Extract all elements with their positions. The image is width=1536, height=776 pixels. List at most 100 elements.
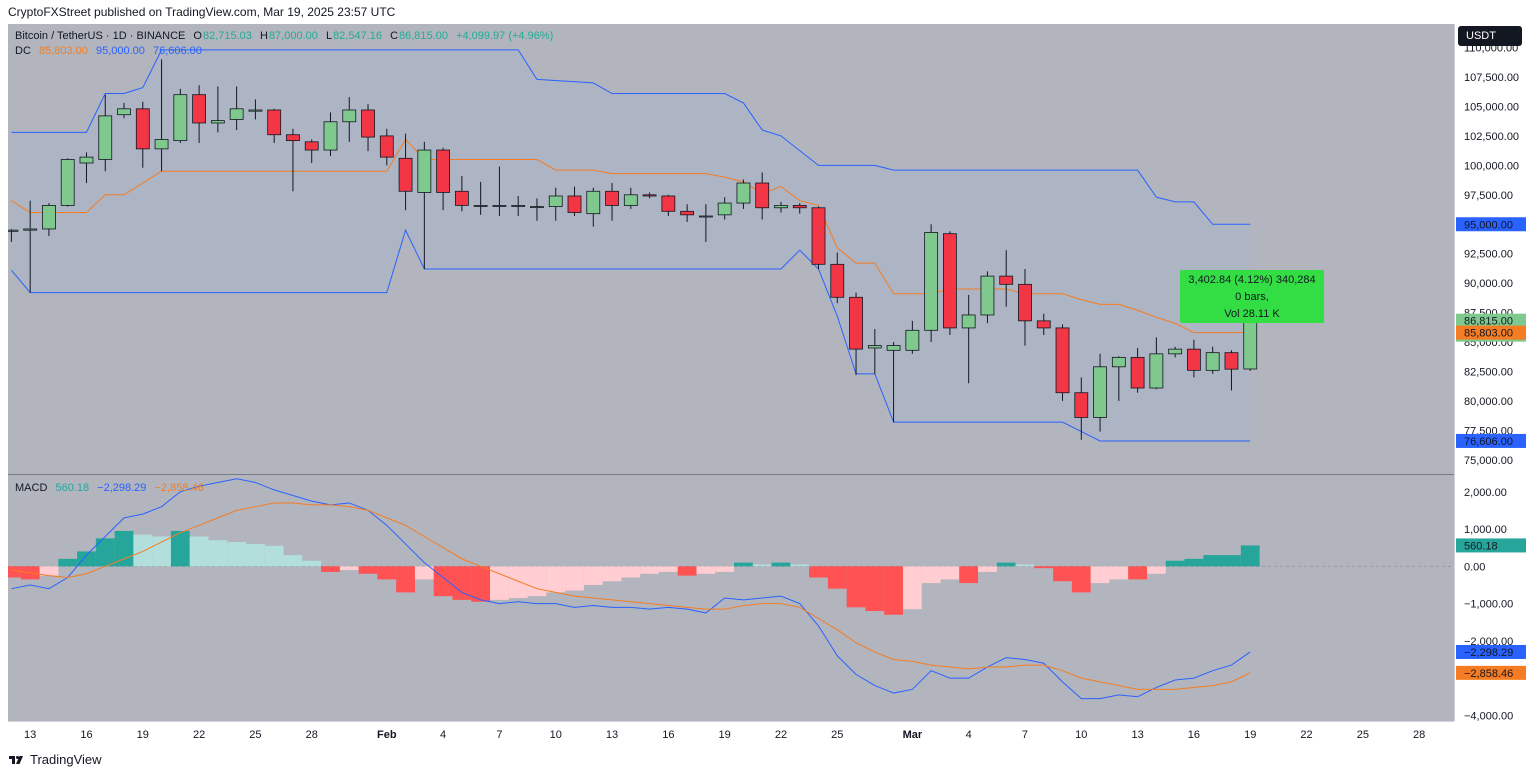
macd-histogram-bar xyxy=(583,566,603,585)
macd-histogram-bar xyxy=(8,566,21,578)
macd-histogram-bar xyxy=(152,536,171,567)
macd-badge xyxy=(1456,644,1526,659)
candle-body xyxy=(661,195,676,212)
macd-signal-value: −2,858.46 xyxy=(154,482,204,494)
symbol-name[interactable]: Bitcoin / TetherUS · 1D · BINANCE xyxy=(15,30,186,42)
time-tick-label: 25 xyxy=(831,729,843,741)
macd-label[interactable]: MACD xyxy=(15,482,48,494)
candle-body xyxy=(342,109,357,123)
candle-body xyxy=(361,109,375,138)
candle-body xyxy=(23,228,38,231)
price-tick-label: 100,000.00 xyxy=(1464,160,1519,172)
publisher-line: CryptoFXStreet published on TradingView.… xyxy=(8,5,396,19)
time-tick-label: 25 xyxy=(249,729,261,741)
macd-histogram-bar xyxy=(978,566,997,572)
candle-body xyxy=(961,314,976,329)
macd-histogram-bar xyxy=(1015,564,1035,567)
chart-area[interactable]: 75,000.00 77,500.00 80,000.00 82,500.00 85,0… xyxy=(8,24,1528,746)
candle-body xyxy=(849,296,863,350)
macd-histogram-bar xyxy=(959,566,979,584)
macd-histogram-bar xyxy=(321,566,340,572)
candle-body xyxy=(1036,320,1051,329)
candle-body xyxy=(173,94,188,142)
candle-body xyxy=(286,134,300,142)
macd-histogram-bar xyxy=(677,566,697,576)
macd-histogram-bar xyxy=(189,536,209,567)
candle-body xyxy=(830,263,845,298)
macd-tick-label: 2,000.00 xyxy=(1464,487,1507,499)
measure-bars: 0 bars, xyxy=(1235,291,1269,303)
macd-tick-label: 0.00 xyxy=(1464,561,1485,573)
candle-body xyxy=(1074,392,1089,418)
macd-histogram-bar xyxy=(621,566,641,578)
open-key: O xyxy=(193,30,202,42)
macd-histogram-bar xyxy=(902,566,922,610)
time-tick-label: 4 xyxy=(966,729,972,741)
candle-body xyxy=(323,121,338,151)
macd-histogram-bar xyxy=(58,558,78,567)
time-tick-label: 28 xyxy=(1413,729,1425,741)
macd-histogram-bar xyxy=(921,566,941,584)
candle-body xyxy=(1168,348,1183,355)
price-tick-label: 90,000.00 xyxy=(1464,278,1513,290)
candle-body xyxy=(192,94,207,124)
price-tick-label: 105,000.00 xyxy=(1464,101,1519,113)
macd-badge-label: −2,298.29 xyxy=(1464,647,1513,659)
macd-histogram-bar xyxy=(1034,566,1054,569)
macd-line xyxy=(11,478,1251,700)
macd-histogram-bar xyxy=(283,555,303,567)
macd-histogram-bar xyxy=(1240,545,1260,567)
price-axis-background xyxy=(1454,24,1528,746)
macd-histogram-bar xyxy=(546,566,566,593)
price-badge xyxy=(1456,217,1526,232)
time-tick-label: 22 xyxy=(775,729,787,741)
candle-body xyxy=(905,329,920,351)
time-tick-label: 13 xyxy=(24,729,36,741)
candle-body xyxy=(698,215,713,218)
candle-body xyxy=(79,156,94,164)
dc-band-fill xyxy=(11,49,1251,441)
macd-histogram-bar xyxy=(658,566,678,572)
candle-body xyxy=(229,108,244,120)
macd-histogram-bar xyxy=(490,566,509,600)
macd-histogram-bar xyxy=(170,530,190,567)
time-tick-label: 28 xyxy=(306,729,318,741)
macd-histogram-bar xyxy=(377,566,397,580)
macd-histogram-bar xyxy=(996,562,1016,567)
macd-histogram-bar xyxy=(846,566,866,608)
macd-tick-label: −2,000.00 xyxy=(1464,636,1513,648)
dc-legend: DC 85,803.00 95,000.00 76,606.00 xyxy=(15,45,207,57)
candle-body xyxy=(886,345,901,351)
candle-body xyxy=(98,115,113,160)
price-badge xyxy=(1456,433,1526,448)
macd-tick-label: 1,000.00 xyxy=(1464,524,1507,536)
candle-body xyxy=(736,182,751,204)
time-tick-label: 10 xyxy=(1075,729,1087,741)
candle-body xyxy=(867,345,882,349)
dc-label[interactable]: DC xyxy=(15,45,31,57)
candle-body xyxy=(492,205,507,207)
close-value: 86,815.00 xyxy=(399,30,448,42)
dc-lower-line xyxy=(11,228,1251,442)
candle-body xyxy=(210,120,225,124)
candle-body xyxy=(1111,356,1126,368)
time-tick-label: 22 xyxy=(193,729,205,741)
candle-body xyxy=(398,157,413,192)
candle-body xyxy=(623,194,638,206)
price-chart-svg[interactable]: 75,000.0077,500.0080,000.0082,500.0085,0… xyxy=(8,24,1528,746)
currency-button[interactable]: USDT xyxy=(1458,26,1522,46)
time-tick-label: 22 xyxy=(1300,729,1312,741)
candle-body xyxy=(135,108,150,150)
macd-histogram-bar xyxy=(1053,566,1072,582)
macd-histogram-bar xyxy=(1222,555,1241,567)
candle-body xyxy=(1018,283,1032,322)
macd-histogram-bar xyxy=(790,564,810,567)
macd-histogram-bar xyxy=(565,566,584,591)
price-tick-label: 97,500.00 xyxy=(1464,190,1513,202)
time-tick-label: 19 xyxy=(1244,729,1256,741)
measure-change: 3,402.84 (4.12%) 340,284 xyxy=(1188,274,1316,286)
macd-histogram-bar xyxy=(452,566,472,600)
macd-histogram-bar xyxy=(1203,555,1223,567)
macd-histogram-bar xyxy=(414,566,434,580)
candle-body xyxy=(548,195,563,207)
